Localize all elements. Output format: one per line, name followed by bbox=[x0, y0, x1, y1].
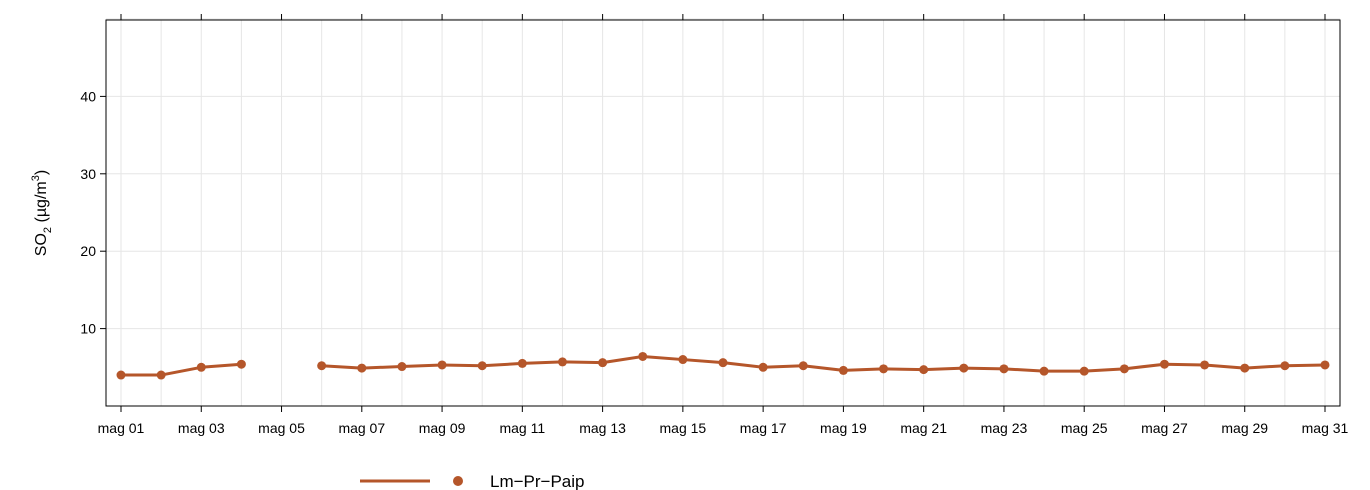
series-point bbox=[1200, 360, 1210, 370]
series-point bbox=[357, 363, 367, 373]
series-point bbox=[437, 360, 447, 370]
series-point bbox=[758, 362, 768, 372]
series-point bbox=[718, 358, 728, 368]
series-line bbox=[121, 362, 242, 377]
x-tick-label: mag 13 bbox=[579, 420, 626, 436]
series-point bbox=[557, 357, 567, 367]
series-point bbox=[798, 361, 808, 371]
y-axis-title-sup: 3 bbox=[30, 175, 42, 181]
axis-tick-labels: mag 01 mag 03 mag 05 mag 07 mag 09 mag 11 mag … bbox=[80, 88, 1348, 436]
series-point bbox=[1119, 364, 1129, 374]
series-point bbox=[678, 355, 688, 365]
series-point bbox=[1159, 359, 1169, 369]
series-line bbox=[321, 354, 1326, 373]
x-tick-label: mag 23 bbox=[981, 420, 1028, 436]
plot-frame bbox=[105, 19, 1341, 407]
series-point bbox=[517, 358, 527, 368]
series-point bbox=[477, 361, 487, 371]
legend-point-swatch bbox=[453, 476, 463, 486]
series-point bbox=[236, 359, 246, 369]
series-point bbox=[116, 370, 126, 380]
series-point bbox=[1079, 366, 1089, 376]
series-point bbox=[959, 363, 969, 373]
series-point bbox=[156, 370, 166, 380]
y-tick-label: 20 bbox=[80, 243, 96, 259]
grid bbox=[106, 18, 1340, 406]
series-point bbox=[317, 361, 327, 371]
series-point bbox=[1240, 363, 1250, 373]
y-tick-label: 10 bbox=[80, 321, 96, 337]
x-tick-label: mag 27 bbox=[1141, 420, 1188, 436]
x-tick-label: mag 17 bbox=[740, 420, 787, 436]
x-tick-label: mag 11 bbox=[499, 420, 545, 436]
series-point bbox=[919, 365, 929, 375]
x-tick-label: mag 29 bbox=[1221, 420, 1268, 436]
x-tick-label: mag 25 bbox=[1061, 420, 1108, 436]
y-tick-label: 30 bbox=[80, 166, 96, 182]
series-layer bbox=[116, 351, 1330, 380]
y-axis-title-main: SO bbox=[33, 233, 50, 256]
y-axis-title-unit-close: ) bbox=[33, 170, 50, 175]
series-point bbox=[638, 351, 648, 361]
x-tick-label: mag 05 bbox=[258, 420, 305, 436]
x-tick-label: mag 09 bbox=[419, 420, 466, 436]
series-point bbox=[598, 358, 608, 368]
x-tick-label: mag 07 bbox=[338, 420, 385, 436]
x-tick-label: mag 21 bbox=[900, 420, 947, 436]
x-tick-label: mag 19 bbox=[820, 420, 867, 436]
y-axis-title-unit: (µg/m bbox=[33, 181, 50, 227]
y-tick-label: 40 bbox=[80, 88, 96, 104]
series-point bbox=[999, 364, 1009, 374]
series-point bbox=[879, 364, 889, 374]
series-point bbox=[838, 365, 848, 375]
legend-label: Lm−Pr−Paip bbox=[490, 472, 585, 490]
x-tick-label: mag 31 bbox=[1302, 420, 1349, 436]
series-point bbox=[397, 362, 407, 372]
y-axis-title-sub: 2 bbox=[42, 227, 54, 233]
x-tick-label: mag 03 bbox=[178, 420, 225, 436]
x-tick-label: mag 01 bbox=[98, 420, 145, 436]
series-point bbox=[1320, 360, 1330, 370]
axis-ticks bbox=[100, 14, 1326, 412]
y-axis-title: SO2 (µg/m3) bbox=[30, 170, 54, 256]
legend: Lm−Pr−Paip bbox=[360, 472, 585, 490]
series-point bbox=[1280, 361, 1290, 371]
x-tick-label: mag 15 bbox=[660, 420, 707, 436]
series-point bbox=[1039, 366, 1049, 376]
series-point bbox=[196, 362, 206, 372]
